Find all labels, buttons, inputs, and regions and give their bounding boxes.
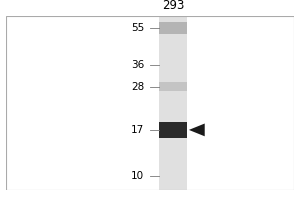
Text: 36: 36 (131, 60, 144, 70)
Text: 293: 293 (162, 0, 184, 12)
Bar (159, 82, 188, 91)
Bar (159, 122, 188, 138)
Polygon shape (189, 124, 205, 136)
Bar (159, 16, 188, 190)
Text: 17: 17 (131, 125, 144, 135)
Text: 55: 55 (131, 23, 144, 33)
Text: 10: 10 (131, 171, 144, 181)
Bar (159, 22, 188, 34)
Text: 28: 28 (131, 82, 144, 92)
